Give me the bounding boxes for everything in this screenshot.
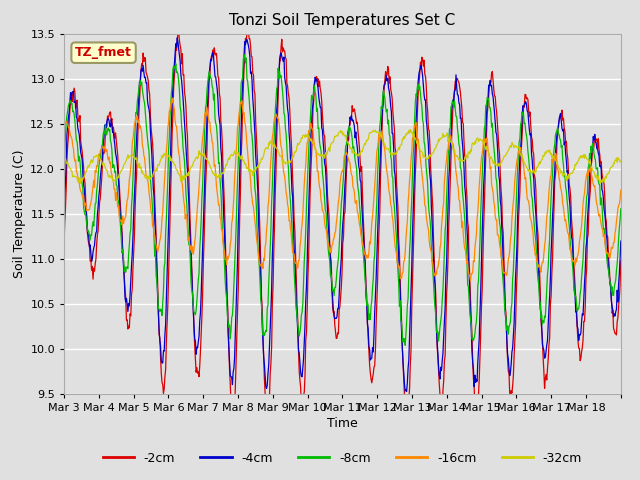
-4cm [433,324,440,330]
-4cm [256,260,264,265]
-8cm [401,342,409,348]
-16cm [256,262,264,267]
-2cm [256,231,264,237]
-2cm [433,315,440,321]
-8cm [256,278,264,284]
-32cm [617,158,625,164]
-2cm [401,393,408,398]
-32cm [228,153,236,158]
-16cm [125,177,133,182]
-32cm [401,136,408,142]
Line: -16cm: -16cm [64,98,621,280]
-8cm [433,329,440,335]
-8cm [277,72,285,78]
-32cm [77,180,84,186]
Line: -4cm: -4cm [64,38,621,391]
-16cm [401,257,408,263]
-32cm [406,127,414,132]
-4cm [60,211,68,216]
-4cm [277,50,285,56]
-2cm [403,421,410,427]
-2cm [244,26,252,32]
-32cm [277,153,285,158]
-32cm [60,157,68,163]
-4cm [125,303,133,309]
-32cm [126,153,134,159]
-32cm [256,160,264,166]
Text: TZ_fmet: TZ_fmet [75,46,132,59]
-16cm [228,216,236,222]
-16cm [277,144,285,150]
-16cm [60,132,68,138]
-2cm [60,243,68,249]
Line: -2cm: -2cm [64,29,621,424]
-4cm [403,388,410,394]
-16cm [467,277,474,283]
-4cm [173,35,181,41]
-8cm [401,336,408,342]
Y-axis label: Soil Temperature (C): Soil Temperature (C) [13,149,26,278]
-8cm [228,314,236,320]
Line: -8cm: -8cm [64,55,621,345]
X-axis label: Time: Time [327,417,358,430]
-4cm [401,381,408,387]
Line: -32cm: -32cm [64,130,621,183]
-4cm [228,382,236,387]
-16cm [617,187,625,193]
-4cm [617,238,625,244]
-16cm [169,95,177,101]
-16cm [432,268,440,274]
-8cm [617,206,625,212]
-32cm [433,142,440,148]
Title: Tonzi Soil Temperatures Set C: Tonzi Soil Temperatures Set C [229,13,456,28]
-2cm [228,413,236,419]
-8cm [240,52,248,58]
-2cm [617,258,625,264]
-8cm [125,242,133,248]
Legend: -2cm, -4cm, -8cm, -16cm, -32cm: -2cm, -4cm, -8cm, -16cm, -32cm [97,447,588,469]
-2cm [125,325,133,331]
-2cm [277,45,285,50]
-8cm [60,156,68,162]
